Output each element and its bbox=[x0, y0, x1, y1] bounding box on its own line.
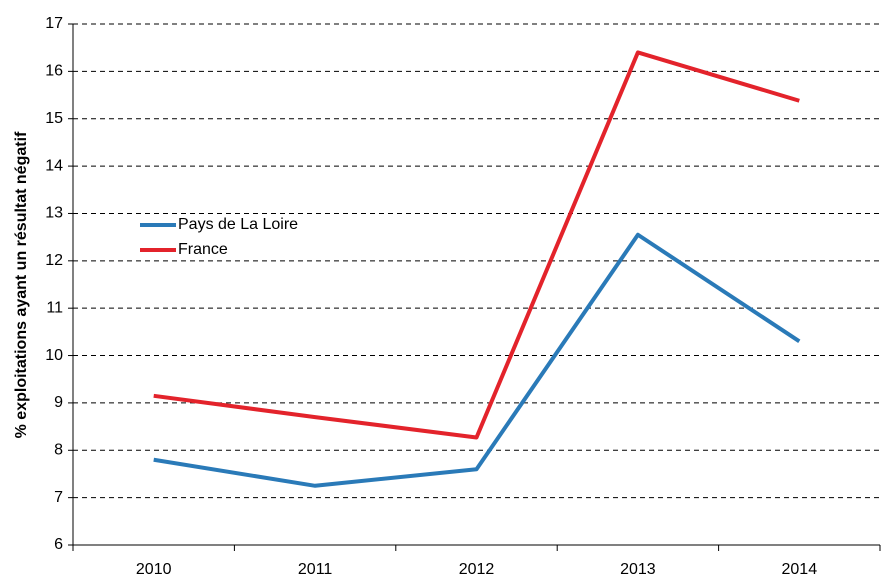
x-tick-label: 2014 bbox=[782, 561, 818, 576]
y-tick-label: 10 bbox=[45, 347, 63, 364]
x-tick-label: 2013 bbox=[620, 561, 656, 576]
y-tick-label: 17 bbox=[45, 15, 63, 32]
series-line bbox=[153, 50, 800, 440]
x-tick-label: 2010 bbox=[136, 561, 172, 576]
series-line bbox=[153, 232, 801, 488]
y-tick-label: 12 bbox=[45, 252, 63, 269]
y-tick-label: 15 bbox=[45, 110, 63, 127]
y-tick-label: 14 bbox=[45, 157, 63, 174]
y-tick-label: 7 bbox=[54, 489, 63, 506]
y-tick-label: 9 bbox=[54, 394, 63, 411]
y-tick-label: 13 bbox=[45, 205, 63, 222]
y-axis-label: % exploitations ayant un résultat négati… bbox=[13, 131, 30, 438]
legend-label: Pays de La Loire bbox=[178, 216, 298, 233]
x-tick-label: 2012 bbox=[459, 561, 495, 576]
y-tick-label: 8 bbox=[54, 441, 63, 458]
x-tick-label: 2011 bbox=[298, 561, 333, 576]
y-tick-label: 6 bbox=[54, 536, 63, 553]
legend-label: France bbox=[178, 241, 228, 258]
y-tick-label: 16 bbox=[45, 63, 63, 80]
y-tick-label: 11 bbox=[46, 299, 63, 316]
